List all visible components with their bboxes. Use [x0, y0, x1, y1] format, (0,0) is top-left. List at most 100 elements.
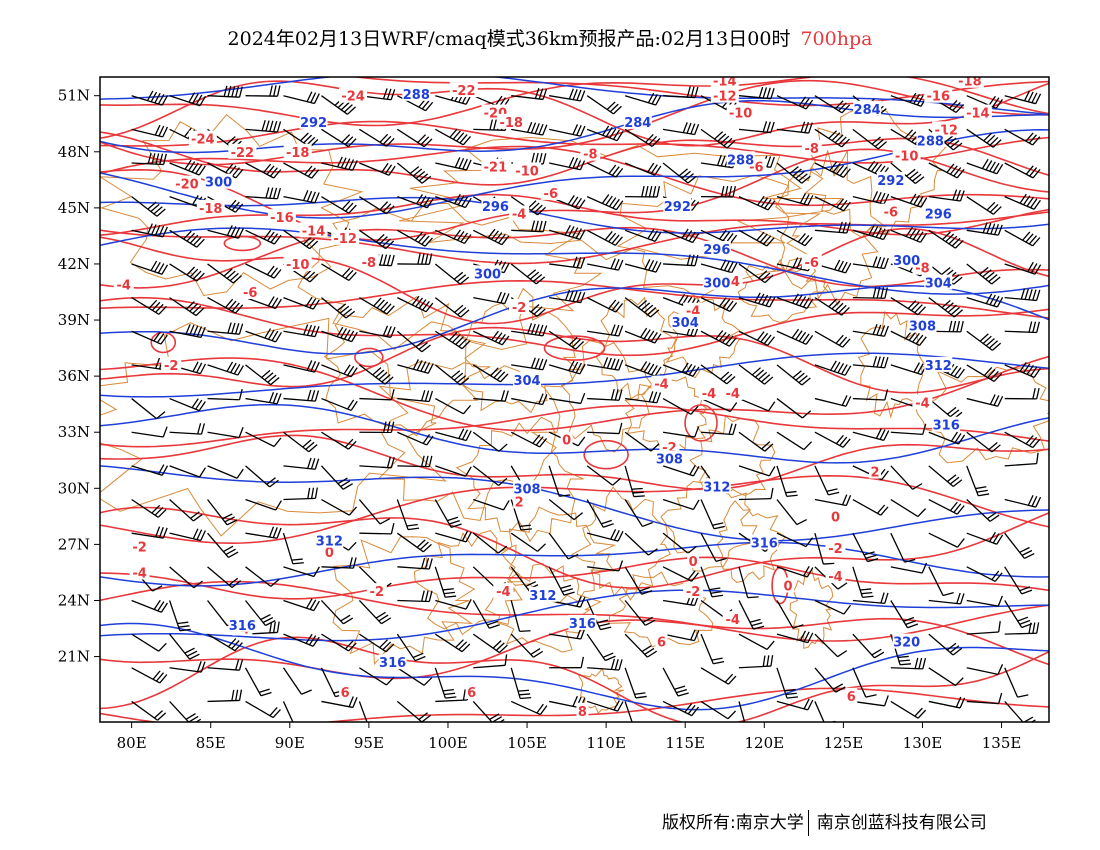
wind-barb: [966, 465, 990, 497]
wind-barb: [321, 128, 357, 148]
wind-barb: [776, 532, 814, 548]
y-tick-label: 30N: [58, 479, 90, 497]
contour-label-background: [702, 478, 731, 494]
wind-barb: [814, 330, 851, 348]
wind-barb: [662, 566, 699, 582]
wind-barb: [359, 389, 395, 401]
wind-barb: [928, 633, 963, 656]
wind-barb: [966, 621, 1001, 635]
contour-label: 292: [300, 116, 327, 131]
wind-barb: [738, 465, 776, 477]
contour-label: -4: [512, 207, 526, 222]
wind-barb: [472, 633, 508, 654]
wind-barb: [928, 431, 966, 445]
wind-barb: [359, 456, 395, 469]
wind-barb: [434, 330, 471, 350]
wind-barb: [397, 295, 434, 313]
contour-label: -24: [191, 133, 215, 148]
contour-label: -6: [544, 187, 558, 202]
x-tick-label: 85E: [196, 734, 226, 752]
wind-barb: [1004, 162, 1041, 179]
contour-label: -8: [805, 142, 819, 157]
wind-barb: [738, 655, 774, 669]
wind-barb: [473, 654, 508, 669]
wind-barb: [321, 196, 357, 214]
contour-label: 6: [657, 636, 666, 651]
wind-barb: [283, 633, 320, 647]
contour-label-background: [869, 463, 882, 479]
wind-barb: [700, 259, 738, 274]
wind-barb: [169, 397, 206, 412]
contour-label-background: [924, 205, 953, 221]
contour-label-background: [623, 113, 652, 129]
region-boundary: [560, 340, 654, 453]
contour-label: -2: [686, 585, 700, 600]
wind-barb: [283, 487, 318, 501]
contour-label-background: [509, 205, 530, 221]
wind-barb: [662, 700, 700, 717]
wind-barb: [168, 600, 191, 632]
contour-label: 6: [467, 686, 476, 701]
wind-barb: [1004, 431, 1041, 449]
contour-label-background: [916, 132, 945, 148]
wind-barb: [890, 423, 927, 436]
y-tick-label: 45N: [58, 199, 90, 217]
wind-barb: [396, 633, 426, 662]
contour-label: -10: [286, 258, 310, 273]
contour-label-background: [449, 82, 478, 98]
x-tick-label: 90E: [275, 734, 305, 752]
region-boundary: [571, 486, 672, 601]
wind-barb: [662, 532, 697, 554]
wind-barb: [549, 392, 586, 405]
wind-barb: [624, 701, 633, 722]
wind-barb: [434, 633, 471, 653]
geopotential-contour-line: [100, 227, 1049, 295]
contour-label-background: [378, 654, 407, 670]
wind-barb: [586, 465, 622, 486]
wind-barb: [472, 600, 500, 629]
contour-label-background: [825, 568, 846, 584]
region-boundary: [377, 360, 561, 522]
y-tick-label: 42N: [58, 255, 90, 273]
contour-label: 6: [847, 690, 856, 705]
wind-barb: [1004, 229, 1041, 247]
wind-barb: [207, 85, 243, 98]
wind-barb: [549, 289, 586, 304]
wind-barb: [473, 498, 510, 511]
wind-barb: [321, 397, 358, 412]
wind-barb: [1004, 128, 1041, 146]
wind-barb: [586, 162, 624, 178]
contour-label: -10: [895, 150, 919, 165]
wind-barb: [738, 229, 775, 247]
wind-barb: [169, 499, 203, 522]
wind-barb: [700, 128, 736, 149]
geopotential-contour-line: [100, 622, 1049, 711]
contour-label-background: [402, 85, 431, 101]
wind-barb: [966, 595, 1003, 607]
wind-barb: [207, 465, 244, 479]
wind-barb: [662, 667, 689, 697]
contour-label: 312: [925, 359, 952, 374]
wind-barb: [359, 196, 395, 215]
wind-barb: [207, 499, 238, 526]
chart-title: 2024年02月13日WRF/cmaq模式36km预报产品:02月13日00时 7…: [0, 24, 1100, 51]
wind-barb: [396, 330, 431, 353]
footer-divider: [807, 810, 809, 836]
wind-barb: [321, 696, 358, 709]
wind-barb: [852, 633, 885, 659]
wind-barb: [169, 465, 206, 478]
contour-label-background: [267, 209, 296, 225]
temperature-contour-line: [100, 326, 1049, 394]
wind-barb: [283, 566, 320, 578]
copyright-company: 南京创蓝科技有限公司: [816, 813, 987, 833]
wind-barb: [624, 600, 656, 626]
wind-barb: [1004, 193, 1041, 210]
wind-barb: [169, 159, 206, 176]
contour-label: -18: [286, 146, 310, 161]
wind-barb: [624, 327, 662, 344]
contour-label-background: [671, 313, 700, 329]
temperature-contour-loop: [684, 404, 718, 442]
wind-barb: [131, 124, 169, 138]
wind-barb: [434, 297, 470, 318]
region-boundary: [789, 568, 834, 649]
